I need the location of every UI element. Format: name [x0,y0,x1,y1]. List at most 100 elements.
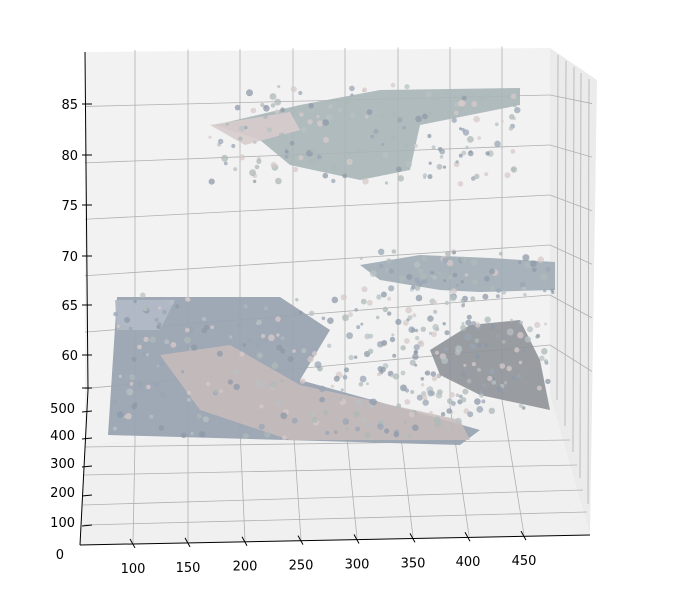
x-tick-mark [297,535,304,545]
point [484,342,489,348]
point [310,147,316,153]
point [442,322,446,326]
point [270,103,276,108]
point [404,143,409,148]
point [354,308,359,312]
point [431,145,436,150]
point [420,326,426,332]
point [536,333,541,338]
point [476,406,484,413]
point [221,154,229,162]
upper-structure-cluster [215,88,520,180]
point [342,314,349,322]
y-tick-label: 0 [56,548,64,563]
point [518,403,524,408]
point [484,316,491,323]
point [327,343,332,348]
point [186,390,191,395]
point [307,119,313,125]
grid-line-z [84,194,551,220]
point [231,143,236,149]
point [451,401,456,406]
point [369,404,374,409]
point [482,293,489,300]
point [460,280,464,284]
point [269,93,277,100]
point [463,408,470,414]
point [400,345,406,351]
point [417,268,424,274]
point [325,102,332,108]
z-tick-label: 75 [61,199,78,214]
point [465,145,469,150]
point [431,331,437,338]
point [405,306,413,314]
point [366,299,373,306]
point [243,304,248,309]
point [474,338,480,343]
point [470,259,478,266]
ground-streak-cluster [160,345,470,440]
point [465,319,472,326]
point [428,331,433,335]
point [420,377,425,381]
point [238,125,245,132]
point [180,370,185,374]
point [153,381,160,388]
point [342,173,348,179]
point [250,116,253,119]
point [428,110,433,115]
point [198,431,206,438]
point [442,165,447,169]
point [316,120,324,127]
x-tick-mark [241,536,248,546]
point [496,288,501,293]
point [349,85,355,92]
point [156,364,160,368]
point [471,101,478,107]
grid-line-z-side [549,194,593,212]
point [264,339,268,343]
point [346,332,353,340]
point [325,114,333,121]
point [164,339,170,345]
point [280,412,288,420]
point [443,347,448,352]
point [443,279,447,283]
point [316,115,320,119]
point [429,273,434,278]
point [541,348,548,355]
x-tick-label: 150 [176,561,201,576]
point [415,335,420,341]
point [518,260,522,264]
point [414,328,419,333]
point [299,112,304,117]
point [242,343,247,347]
point [316,154,322,160]
point [474,173,480,180]
point [521,406,526,410]
point [368,333,374,339]
point [298,155,304,161]
point [190,432,194,436]
point [159,391,166,399]
point [140,292,146,298]
point [414,363,418,367]
z-tick-label: 85 [61,98,78,113]
point [361,418,366,422]
point [490,324,496,330]
point [475,353,481,360]
point [447,275,452,280]
point [293,311,298,315]
point [331,296,339,304]
point [346,158,353,165]
point [506,328,514,336]
point [322,172,329,179]
point [268,334,275,342]
point [205,381,211,387]
point [186,397,192,402]
point [464,333,472,341]
point [477,343,482,348]
point [366,382,369,386]
point [406,273,413,280]
